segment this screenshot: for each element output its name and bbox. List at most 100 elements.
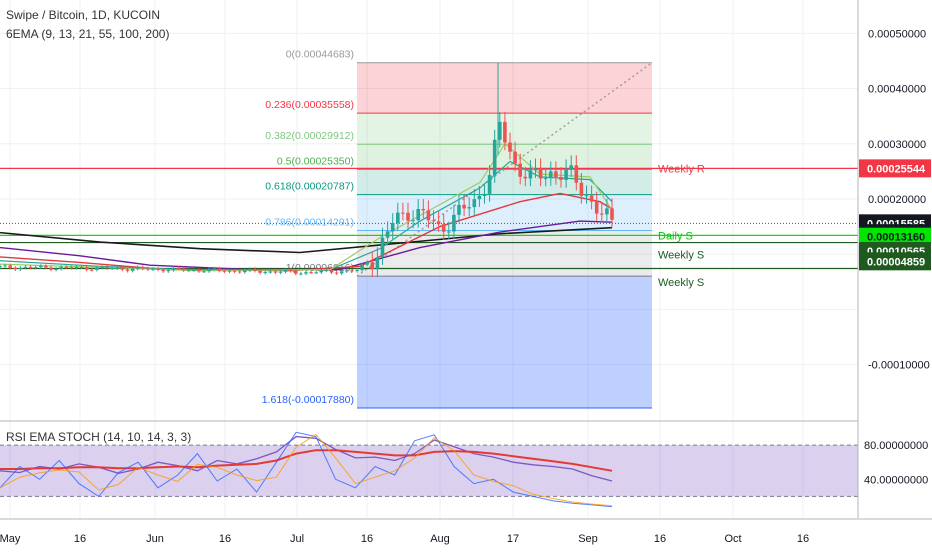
sr-annotation: Weekly S	[658, 277, 704, 289]
price-tick-label: 0.00030000	[868, 139, 926, 151]
candle-body	[161, 270, 165, 272]
candle-body	[529, 170, 533, 178]
candle-body	[228, 271, 232, 272]
price-tick-label: -0.00010000	[868, 360, 930, 372]
candle-body	[386, 231, 390, 237]
candle-body	[564, 169, 568, 180]
fib-level-label: 0.618(0.00020787)	[265, 181, 354, 193]
candle-body	[534, 168, 538, 170]
price-axis-bg	[858, 0, 932, 550]
fib-level-label: 0.382(0.00029912)	[265, 130, 354, 142]
candle-body	[452, 215, 456, 232]
candle-body	[554, 171, 558, 177]
rsi-tick-label: 80.00000000	[864, 440, 928, 452]
candle-body	[8, 265, 12, 267]
candle-body	[610, 208, 614, 219]
candle-body	[289, 270, 293, 271]
candle-body	[212, 268, 216, 269]
candle-body	[467, 207, 471, 208]
sr-annotation: Weekly R	[658, 163, 705, 175]
fib-level-label: 0.786(0.00014291)	[265, 216, 354, 228]
time-tick-label: Sep	[578, 533, 598, 545]
candle-body	[141, 267, 145, 268]
candle-body	[85, 267, 89, 269]
candle-body	[59, 267, 63, 269]
candle-body	[136, 267, 140, 269]
time-tick-label: Jun	[146, 533, 164, 545]
candle-body	[544, 178, 548, 179]
candle-body	[350, 270, 354, 271]
candle-body	[3, 265, 7, 266]
candle-body	[44, 266, 48, 268]
candle-body	[156, 269, 160, 270]
candle-body	[269, 272, 273, 273]
rsi-title: RSI EMA STOCH (14, 10, 14, 3, 3)	[6, 430, 191, 444]
candle-body	[116, 268, 120, 269]
candle-body	[177, 268, 181, 269]
candle-body	[0, 266, 2, 267]
candle-body	[391, 223, 395, 231]
price-marker-label: 0.00013160	[867, 232, 925, 244]
candle-body	[14, 268, 18, 270]
candle-body	[360, 265, 364, 270]
candle-body	[49, 267, 53, 269]
candle-body	[314, 272, 318, 273]
fib-level-label: 1.618(-0.00017880)	[262, 394, 354, 406]
candle-body	[462, 205, 466, 209]
candle-body	[75, 267, 79, 268]
time-tick-label: Oct	[724, 533, 741, 545]
candle-body	[432, 220, 436, 221]
fib-level-label: 0.5(0.00025350)	[277, 155, 354, 167]
candle-body	[488, 175, 492, 194]
candle-body	[131, 269, 135, 271]
indicator-title: 6EMA (9, 13, 21, 55, 100, 200)	[6, 27, 169, 41]
time-tick-label: 16	[797, 533, 809, 545]
candle-body	[172, 268, 176, 270]
candle-body	[355, 270, 359, 271]
rsi-tick-label: 40.00000000	[864, 474, 928, 486]
fib-level-label: 0.236(0.00035558)	[265, 99, 354, 111]
candle-body	[600, 214, 604, 215]
candle-body	[590, 195, 594, 201]
candle-body	[258, 271, 262, 273]
candle-body	[605, 208, 609, 214]
candle-body	[279, 272, 283, 273]
candle-body	[437, 221, 441, 224]
fib-zone	[357, 63, 652, 113]
candle-body	[263, 272, 267, 273]
candle-body	[406, 213, 410, 221]
candle-body	[580, 183, 584, 196]
candle-body	[585, 195, 589, 196]
candle-body	[167, 270, 171, 271]
candle-body	[202, 271, 206, 272]
candle-body	[70, 267, 74, 268]
candle-body	[457, 205, 461, 215]
sr-annotation: Daily S	[658, 230, 693, 242]
candle-body	[401, 213, 405, 214]
candle-body	[29, 267, 33, 268]
candle-body	[340, 271, 344, 273]
candle-body	[325, 270, 329, 271]
candle-body	[422, 209, 426, 210]
sr-annotation: Weekly S	[658, 250, 704, 262]
time-tick-label: 16	[361, 533, 373, 545]
candle-body	[503, 122, 507, 143]
symbol-title: Swipe / Bitcoin, 1D, KUCOIN	[6, 8, 160, 22]
price-tick-label: 0.00020000	[868, 194, 926, 206]
candle-body	[299, 274, 303, 275]
candle-body	[253, 269, 257, 271]
candle-body	[80, 267, 84, 268]
candle-body	[493, 140, 497, 175]
time-tick-label: 16	[74, 533, 86, 545]
fib-zone	[357, 169, 652, 194]
fib-level-label: 0(0.00044683)	[286, 49, 354, 61]
candle-body	[518, 164, 522, 177]
time-tick-label: 16	[219, 533, 231, 545]
price-marker-label: 0.00004859	[867, 256, 925, 268]
candle-body	[320, 270, 324, 272]
candle-body	[151, 269, 155, 270]
candle-body	[182, 268, 186, 270]
candle-body	[595, 202, 599, 214]
